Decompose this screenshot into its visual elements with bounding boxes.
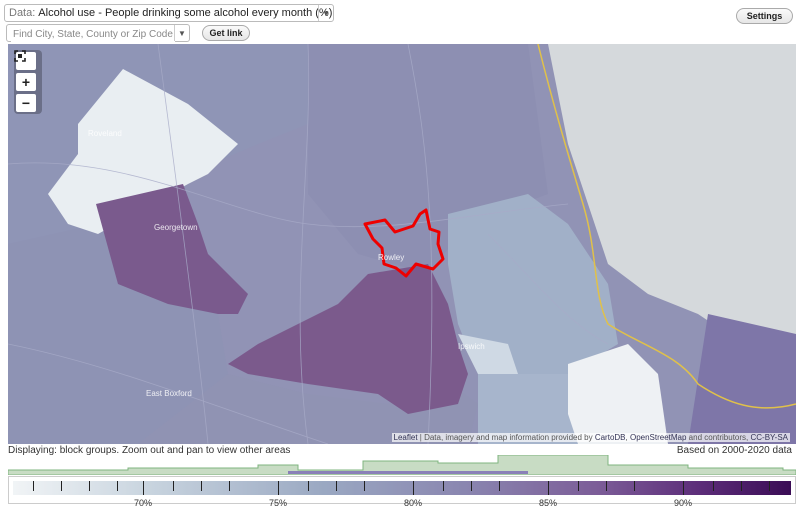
legend-major-tick: [143, 481, 144, 495]
legend-minor-tick: [769, 481, 770, 491]
region-south-purple: [228, 264, 468, 414]
region-ipswich: [458, 334, 518, 374]
license-link[interactable]: CC-BY-SA: [750, 433, 789, 442]
leaflet-link[interactable]: Leaflet: [393, 433, 418, 442]
histogram-area: [8, 455, 796, 475]
settings-button[interactable]: Settings: [736, 8, 793, 24]
roads: [8, 44, 609, 444]
map-attribution: Leaflet | Data, imagery and map informat…: [391, 433, 790, 442]
legend-minor-tick: [499, 481, 500, 491]
legend-gradient: 70% 75% 80% 85% 90%: [13, 481, 791, 508]
get-link-button[interactable]: Get link: [202, 25, 250, 41]
map-view[interactable]: Roveland Georgetown Rowley Ipswich East …: [8, 44, 796, 444]
place-label-ipswich: Ipswich: [458, 342, 485, 351]
legend-minor-tick: [308, 481, 309, 491]
chevron-down-icon[interactable]: ▼: [318, 5, 333, 21]
legend-minor-tick: [713, 481, 714, 491]
fullscreen-icon: [14, 50, 26, 62]
legend-tick-label: 80%: [403, 498, 423, 508]
legend-minor-tick: [173, 481, 174, 491]
region-light-se: [568, 344, 668, 444]
legend-minor-tick: [741, 481, 742, 491]
search-box[interactable]: ▼: [6, 24, 190, 42]
status-displaying: Displaying: block groups. Zoom out and p…: [8, 445, 291, 456]
legend-minor-tick: [89, 481, 90, 491]
legend-minor-tick: [201, 481, 202, 491]
legend-minor-tick: [634, 481, 635, 491]
legend-major-tick: [683, 481, 684, 495]
legend-minor-tick: [117, 481, 118, 491]
legend-minor-tick: [606, 481, 607, 491]
fullscreen-button[interactable]: [14, 50, 36, 70]
region-south: [138, 374, 478, 444]
search-input[interactable]: [11, 26, 175, 42]
toolbar: Data: Alcohol use - People drinking some…: [0, 0, 800, 44]
region-east: [688, 314, 796, 444]
zoom-in-button[interactable]: +: [16, 73, 36, 91]
legend-minor-tick: [364, 481, 365, 491]
legend-minor-tick: [33, 481, 34, 491]
place-label-east-boxford: East Boxford: [146, 389, 192, 398]
legend-minor-tick: [443, 481, 444, 491]
legend-major-tick: [413, 481, 414, 495]
legend-tick-label: 70%: [133, 498, 153, 508]
legend-tick-label: 85%: [538, 498, 558, 508]
zoom-out-button[interactable]: −: [16, 94, 36, 112]
legend-minor-tick: [578, 481, 579, 491]
data-select-label: Data:: [9, 7, 36, 19]
place-label-georgetown: Georgetown: [154, 223, 198, 232]
region-light-nw: [48, 69, 238, 234]
cartodb-link[interactable]: CartoDB: [594, 433, 626, 442]
region-marsh: [448, 194, 618, 374]
selected-area-outline[interactable]: [363, 208, 445, 278]
legend-minor-tick: [336, 481, 337, 491]
legend-minor-tick: [229, 481, 230, 491]
color-legend: 70% 75% 80% 85% 90%: [8, 476, 796, 508]
data-select[interactable]: Data: Alcohol use - People drinking some…: [4, 4, 334, 22]
histogram-selected: [288, 471, 528, 474]
region-southwest: [8, 224, 228, 444]
ocean: [548, 44, 796, 344]
map-canvas: Roveland Georgetown Rowley Ipswich East …: [8, 44, 796, 444]
zoom-control: + −: [14, 50, 42, 114]
region-georgetown: [96, 184, 248, 314]
legend-tick-label: 75%: [268, 498, 288, 508]
legend-histogram: [8, 455, 796, 475]
osm-link[interactable]: OpenStreetMap: [629, 433, 687, 442]
data-select-value: Alcohol use - People drinking some alcoh…: [38, 7, 333, 19]
status-data-range: Based on 2000-2020 data: [676, 445, 792, 456]
search-dropdown-icon[interactable]: ▼: [174, 25, 189, 41]
place-label-roveland: Roveland: [88, 129, 122, 138]
legend-major-tick: [278, 481, 279, 495]
legend-minor-tick: [61, 481, 62, 491]
legend-major-tick: [548, 481, 549, 495]
legend-minor-tick: [471, 481, 472, 491]
legend-tick-label: 90%: [673, 498, 693, 508]
coastline: [537, 44, 796, 409]
place-label-rowley: Rowley: [378, 253, 404, 262]
